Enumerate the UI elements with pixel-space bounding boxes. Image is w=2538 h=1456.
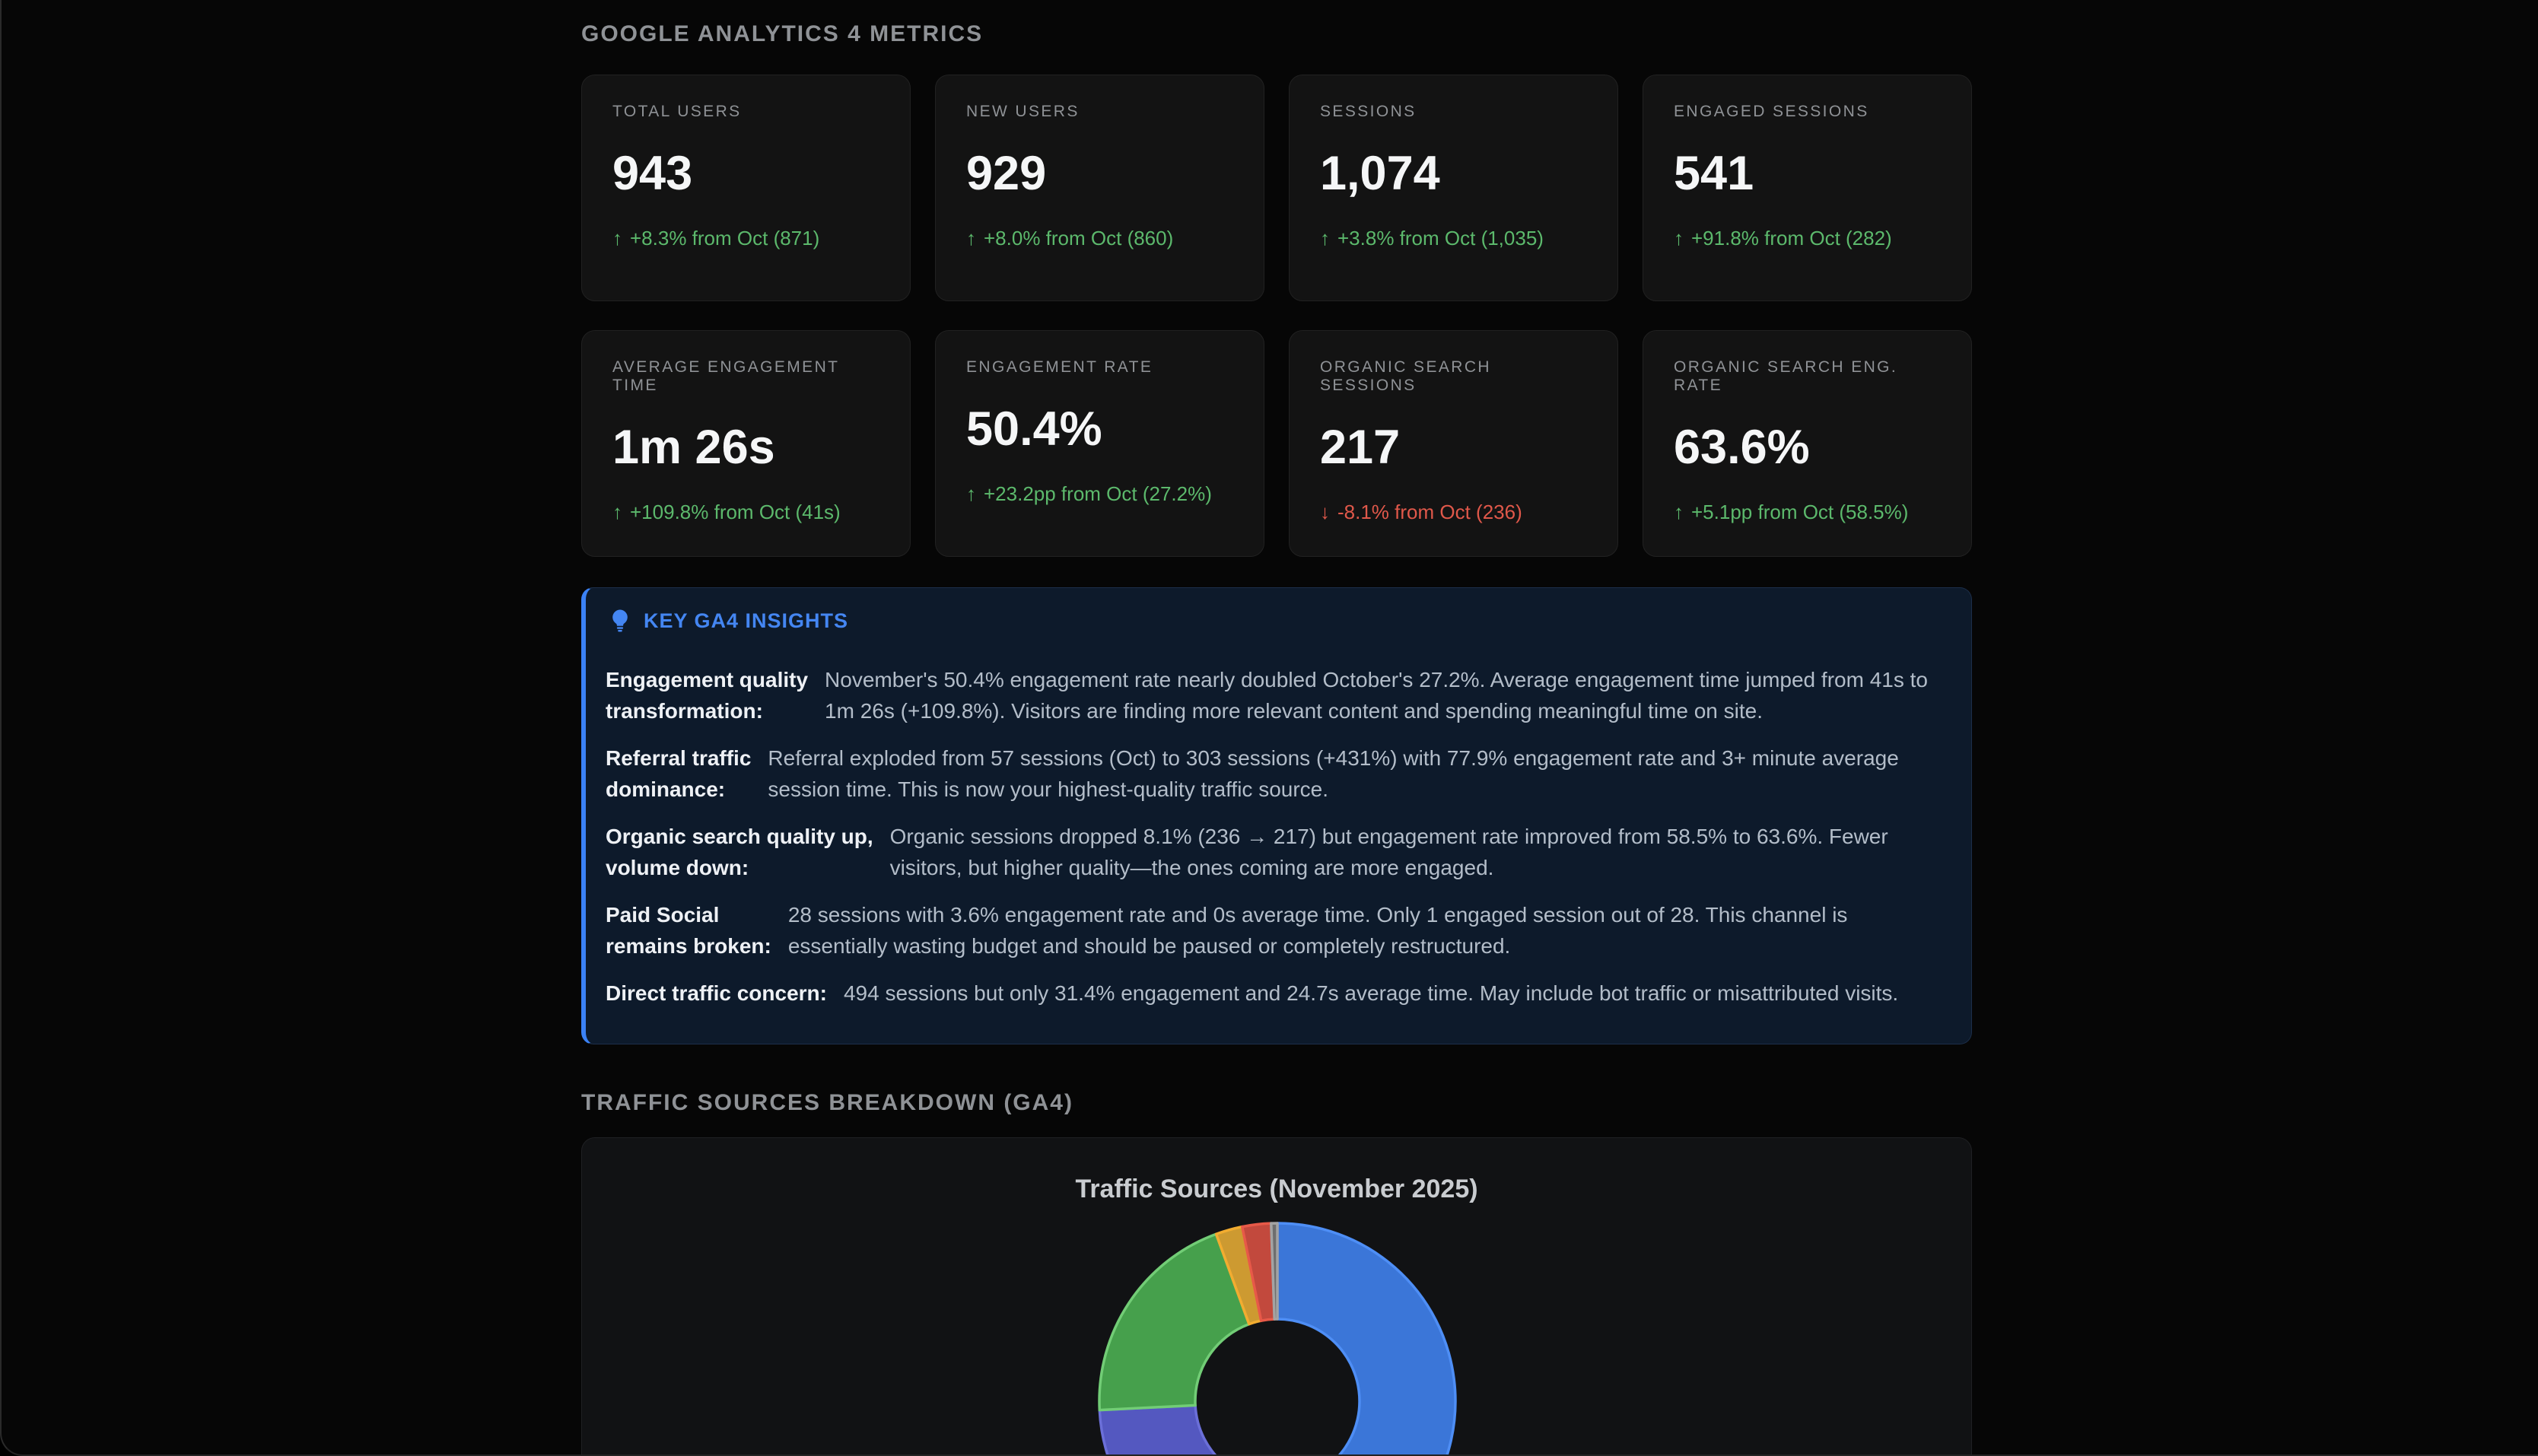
insights-header: KEY GA4 INSIGHTS <box>606 608 1941 634</box>
metric-delta-text: +91.8% from Oct (282) <box>1691 227 1892 250</box>
chart-title: Traffic Sources (November 2025) <box>1075 1175 1478 1203</box>
insight-item-4: Direct traffic concern: 494 sessions but … <box>606 978 1941 1009</box>
metric-card-6: ORGANIC SEARCH SESSIONS 217 ↓ -8.1% from Oc… <box>1289 330 1618 557</box>
metric-delta-text: +8.3% from Oct (871) <box>630 227 820 250</box>
metric-card-4: AVERAGE ENGAGEMENT TIME 1m 26s ↑ +109.8% fr… <box>581 330 911 557</box>
metric-delta-text: +5.1pp from Oct (58.5%) <box>1691 501 1909 523</box>
metric-value: 217 <box>1320 421 1401 474</box>
trend-up-icon: ↑ <box>612 501 622 523</box>
report-content: GOOGLE ANALYTICS 4 METRICS TOTAL USERS 94… <box>581 0 1972 1456</box>
insight-label: Engagement quality transformation: <box>606 668 809 723</box>
insights-title: KEY GA4 INSIGHTS <box>644 609 849 632</box>
metric-delta-text: +3.8% from Oct (1,035) <box>1337 227 1544 250</box>
metric-delta: ↑ +91.8% from Oct (282) <box>1674 227 1941 250</box>
insight-text: Organic sessions dropped 8.1% (236 → 217… <box>889 825 1888 879</box>
insight-text: 28 sessions with 3.6% engagement rate an… <box>787 903 1848 958</box>
metric-value: 943 <box>612 147 693 200</box>
metric-delta: ↑ +109.8% from Oct (41s) <box>612 501 879 524</box>
trend-up-icon: ↑ <box>1674 227 1684 250</box>
trend-up-icon: ↑ <box>966 227 976 250</box>
metric-label: ORGANIC SEARCH ENG. RATE <box>1674 358 1898 394</box>
metric-value: 929 <box>966 147 1047 200</box>
metric-value: 1m 26s <box>612 421 775 474</box>
trend-up-icon: ↑ <box>612 227 622 250</box>
metric-value: 50.4% <box>966 402 1102 456</box>
metric-card-1: NEW USERS 929 ↑ +8.0% from Oct (860) <box>935 75 1264 301</box>
metric-value: 1,074 <box>1320 147 1440 200</box>
donut-slice-direct[interactable] <box>1276 1222 1457 1456</box>
donut-slice-referral[interactable] <box>1098 1404 1321 1456</box>
metric-label: AVERAGE ENGAGEMENT TIME <box>612 358 839 394</box>
traffic-sources-chart-card: Traffic Sources (November 2025) <box>581 1137 1972 1456</box>
metric-card-5: ENGAGEMENT RATE 50.4% ↑ +23.2pp from Oct (2… <box>935 330 1264 557</box>
metric-delta: ↑ +8.3% from Oct (871) <box>612 227 879 250</box>
insight-text: 494 sessions but only 31.4% engagement a… <box>843 981 1899 1005</box>
section-title-ga4-metrics: GOOGLE ANALYTICS 4 METRICS <box>581 21 984 46</box>
metric-delta: ↑ +5.1pp from Oct (58.5%) <box>1674 501 1941 524</box>
trend-up-icon: ↑ <box>1674 501 1684 523</box>
metric-card-2: SESSIONS 1,074 ↑ +3.8% from Oct (1,035) <box>1289 75 1618 301</box>
insight-label: Referral traffic dominance: <box>606 746 752 801</box>
metric-card-3: ENGAGED SESSIONS 541 ↑ +91.8% from Oct (282… <box>1643 75 1972 301</box>
section-title-traffic-sources: TRAFFIC SOURCES BREAKDOWN (GA4) <box>581 1090 1073 1115</box>
insight-label: Paid Social remains broken: <box>606 903 771 958</box>
metric-delta-text: -8.1% from Oct (236) <box>1337 501 1522 523</box>
metric-delta: ↓ -8.1% from Oct (236) <box>1320 501 1587 524</box>
metric-label: SESSIONS <box>1320 103 1417 120</box>
metric-label: NEW USERS <box>966 103 1080 120</box>
insight-item-2: Organic search quality up, volume down: O… <box>606 821 1941 883</box>
donut-slice-unassigned[interactable] <box>1270 1222 1279 1321</box>
insight-text: November's 50.4% engagement rate nearly … <box>825 668 1928 723</box>
insight-text: Referral exploded from 57 sessions (Oct)… <box>768 746 1899 801</box>
insight-item-1: Referral traffic dominance: Referral expl… <box>606 742 1941 805</box>
trend-down-icon: ↓ <box>1320 501 1330 523</box>
key-insights-panel: KEY GA4 INSIGHTS Engagement quality tran… <box>581 587 1972 1044</box>
metric-delta-text: +109.8% from Oct (41s) <box>630 501 841 523</box>
metric-cards-grid: TOTAL USERS 943 ↑ +8.3% from Oct (871) NEW U… <box>581 75 1972 557</box>
metric-label: ENGAGEMENT RATE <box>966 358 1153 376</box>
metric-card-7: ORGANIC SEARCH ENG. RATE 63.6% ↑ +5.1pp fro… <box>1643 330 1972 557</box>
insight-item-3: Paid Social remains broken: 28 sessions w… <box>606 899 1941 962</box>
metric-label: TOTAL USERS <box>612 103 742 120</box>
trend-up-icon: ↑ <box>966 482 976 505</box>
metric-delta-text: +23.2pp from Oct (27.2%) <box>984 482 1212 505</box>
metric-value: 541 <box>1674 147 1754 200</box>
metric-delta: ↑ +23.2pp from Oct (27.2%) <box>966 482 1233 506</box>
metric-label: ORGANIC SEARCH SESSIONS <box>1320 358 1491 394</box>
metric-label: ENGAGED SESSIONS <box>1674 103 1869 120</box>
traffic-sources-donut-chart <box>1098 1222 1457 1456</box>
metric-card-0: TOTAL USERS 943 ↑ +8.3% from Oct (871) <box>581 75 911 301</box>
insight-item-0: Engagement quality transformation: Novemb… <box>606 664 1941 726</box>
insights-list: Engagement quality transformation: Novemb… <box>606 664 1941 1009</box>
donut-slice-organic-search[interactable] <box>1098 1232 1251 1412</box>
metric-delta: ↑ +3.8% from Oct (1,035) <box>1320 227 1587 250</box>
lightbulb-icon <box>612 609 628 632</box>
metric-delta: ↑ +8.0% from Oct (860) <box>966 227 1233 250</box>
metric-value: 63.6% <box>1674 421 1810 474</box>
insight-label: Direct traffic concern: <box>606 981 827 1005</box>
trend-up-icon: ↑ <box>1320 227 1330 250</box>
insight-label: Organic search quality up, volume down: <box>606 825 873 879</box>
metric-delta-text: +8.0% from Oct (860) <box>984 227 1174 250</box>
